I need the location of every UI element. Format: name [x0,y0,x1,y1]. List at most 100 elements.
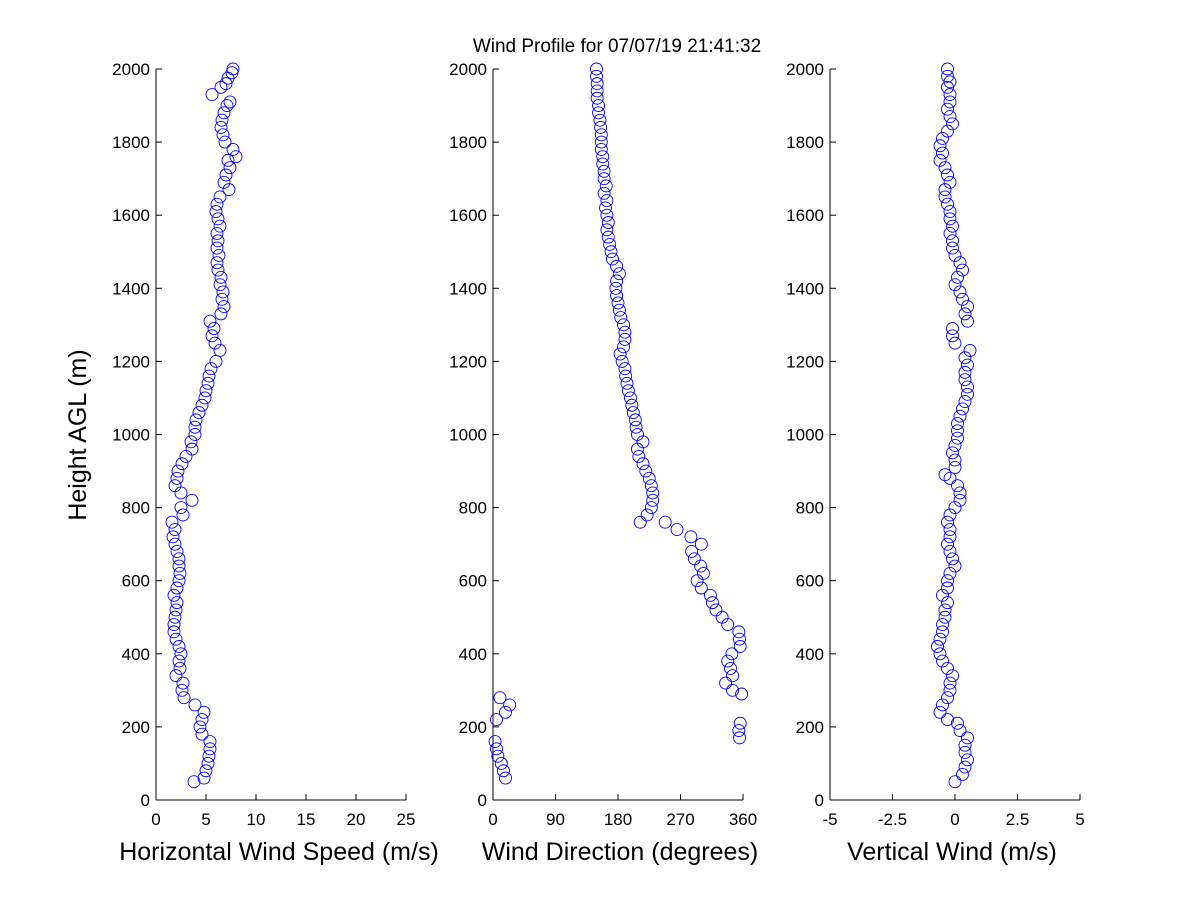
data-point-speed [205,329,219,343]
y-tick-label: 800 [796,499,824,518]
data-point-vertical [951,479,964,493]
data-point-speed [173,661,187,675]
data-point-direction [590,91,604,105]
data-point-vertical [961,387,974,401]
data-point-vertical [936,698,949,712]
data-point-direction [597,186,611,200]
data-point-speed [226,62,240,76]
data-point-vertical [943,676,957,690]
data-point-vertical [933,139,947,153]
x-tick-label: 25 [397,810,416,829]
x-axis-label-direction: Wind Direction (degrees) [482,838,759,866]
data-point-direction [601,230,615,244]
data-point-direction [725,647,739,661]
data-point-speed [209,205,223,218]
data-point-speed [203,735,217,748]
data-point-direction [639,464,653,478]
data-point-direction [620,376,634,390]
data-point-direction [603,237,617,251]
data-point-speed [216,128,230,142]
data-point-vertical [958,365,972,379]
data-point-vertical [933,632,947,646]
data-point-direction [597,164,611,178]
data-point-speed [219,168,233,182]
data-point-speed [189,413,203,427]
x-tick-label: 0 [488,810,497,829]
data-point-speed [185,442,199,456]
y-tick-label: 1600 [449,206,487,225]
x-tick-label: 5 [1075,810,1084,829]
data-point-direction [646,493,660,507]
data-point-vertical [961,380,974,394]
data-point-speed [172,552,186,566]
data-point-vertical [941,581,954,595]
data-point-direction [499,771,512,785]
data-point-vertical [958,395,972,409]
data-point-direction [600,194,614,208]
x-tick-label: 360 [729,810,757,829]
data-point-direction [658,515,672,529]
x-tick-label: -2.5 [878,810,907,829]
data-point-vertical [956,402,969,416]
y-tick-label: 400 [796,645,824,664]
data-point-speed [167,625,181,639]
data-point-vertical [946,446,959,460]
data-point-speed [172,640,186,653]
data-point-speed [197,771,211,785]
x-tick-label: 180 [604,810,632,829]
data-point-speed [203,742,217,756]
data-point-speed [168,479,182,493]
data-point-vertical [943,212,957,226]
data-point-speed [201,757,215,770]
data-point-direction [593,113,607,127]
data-point-vertical [941,691,954,705]
x-tick-label: 5 [201,810,210,829]
data-point-speed [167,618,181,632]
data-point-direction [592,99,606,113]
data-point-speed [218,135,232,149]
data-point-speed [210,241,224,255]
data-point-direction [617,340,631,354]
data-point-vertical [941,596,954,610]
data-point-speed [175,457,189,471]
data-point-direction [724,661,737,675]
data-point-vertical [943,523,957,536]
data-point-direction [499,705,512,719]
data-point-direction [610,274,624,288]
data-point-direction [670,523,684,536]
data-point-speed [199,384,213,398]
data-point-vertical [938,190,952,204]
data-point-speed [176,508,190,522]
y-tick-label: 1000 [786,426,824,445]
data-point-speed [221,153,235,167]
y-axis-label: Height AGL (m) [64,349,92,520]
y-tick-label: 1800 [112,133,150,152]
data-point-direction [614,311,628,324]
data-point-vertical [931,640,944,653]
data-point-direction [594,142,608,156]
y-tick-label: 2000 [449,60,487,79]
data-point-speed [168,610,182,624]
data-point-direction [600,208,614,222]
y-tick-label: 600 [459,572,487,591]
data-point-direction [612,303,626,317]
y-tick-label: 0 [815,791,824,810]
y-tick-label: 800 [459,499,487,518]
data-point-speed [205,88,219,102]
data-point-vertical [953,486,967,500]
data-point-vertical [953,724,967,738]
data-point-vertical [948,336,962,350]
data-point-vertical [943,683,957,697]
data-point-direction [703,588,717,602]
data-point-speed [201,376,215,390]
figure-title: Wind Profile for 07/07/19 21:41:32 [473,36,761,57]
data-point-vertical [946,552,959,566]
panel-speed: 0 200 400 600 800 1000 1200 1400 1600 1800 2000 0 5 1… [112,60,415,829]
x-tick-label: 15 [297,810,316,829]
data-point-speed [177,691,191,705]
data-point-vertical [951,270,964,284]
data-point-vertical [948,453,962,467]
data-point-direction [687,552,701,566]
data-point-direction [721,654,735,668]
